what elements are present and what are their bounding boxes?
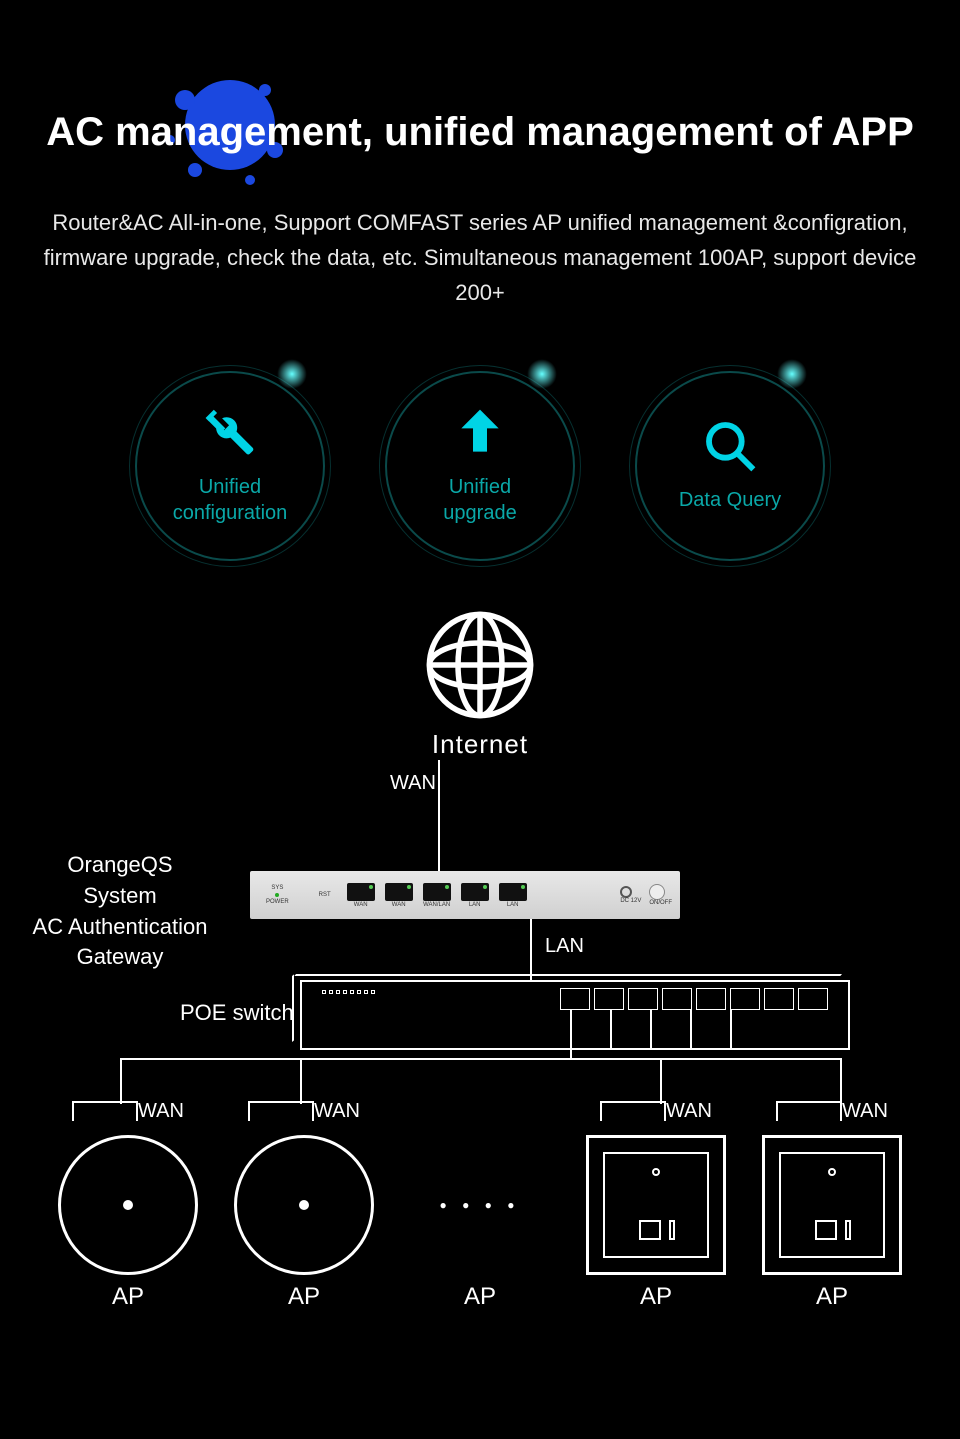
- globe-icon: [425, 610, 535, 720]
- feature-data-query: Data Query: [635, 371, 825, 561]
- poe-switch: [300, 980, 850, 1050]
- lan-label: LAN: [545, 935, 584, 958]
- gateway-side-label: OrangeQS System AC Authentication Gatewa…: [10, 850, 230, 973]
- connection-line: [690, 1010, 692, 1050]
- page-title: AC management, unified management of APP: [0, 110, 960, 155]
- wan-tag: WAN: [842, 1100, 888, 1123]
- wan-tag: WAN: [314, 1100, 360, 1123]
- ap-node: WAN AP: [586, 1100, 726, 1311]
- connection-line: [660, 1058, 662, 1104]
- ap-circle-icon: [58, 1135, 198, 1275]
- ap-square-icon: [762, 1135, 902, 1275]
- connection-line: [650, 1010, 652, 1050]
- wan-tag: WAN: [666, 1100, 712, 1123]
- network-diagram: Internet WAN OrangeQS System AC Authenti…: [0, 610, 960, 1439]
- feature-unified-config: Unified configuration: [135, 371, 325, 561]
- ap-label: AP: [410, 1283, 550, 1311]
- router-rst: RST: [319, 892, 331, 898]
- ap-label: AP: [58, 1283, 198, 1311]
- wan-tag: WAN: [138, 1100, 184, 1123]
- connection-line: [120, 1058, 122, 1104]
- router-device: SYS POWER RST WAN WAN WAN/LAN LAN LAN DC…: [250, 871, 680, 919]
- ap-label: AP: [762, 1283, 902, 1311]
- ap-label: AP: [234, 1283, 374, 1311]
- connection-line: [610, 1010, 612, 1050]
- ap-circle-icon: [234, 1135, 374, 1275]
- internet-label: Internet: [405, 729, 555, 760]
- router-led-sys: SYS POWER: [266, 885, 289, 905]
- connection-line: [730, 1010, 732, 1050]
- ap-node: WAN AP: [234, 1100, 374, 1311]
- connection-line: [120, 1058, 840, 1060]
- connection-line: [840, 1058, 842, 1104]
- feature-unified-upgrade: Unified upgrade: [385, 371, 575, 561]
- ap-node: WAN AP: [762, 1100, 902, 1311]
- ellipsis-icon: ● ● ● ●: [410, 1135, 550, 1275]
- connection-line: [570, 1010, 572, 1060]
- ap-node: WAN AP: [58, 1100, 198, 1311]
- ap-label: AP: [586, 1283, 726, 1311]
- router-right-controls: DC 12V ON/OFF: [620, 884, 672, 906]
- connection-line: [300, 1058, 302, 1104]
- poe-switch-label: POE switch: [180, 1000, 294, 1026]
- wan-tag: [477, 1100, 483, 1123]
- router-ports: WAN WAN WAN/LAN LAN LAN: [347, 883, 527, 908]
- header: AC management, unified management of APP…: [0, 0, 960, 311]
- ap-node: ● ● ● ● AP: [410, 1100, 550, 1311]
- ap-square-icon: [586, 1135, 726, 1275]
- feature-row: Unified configuration Unified upgrade Da…: [0, 371, 960, 561]
- connection-line: [530, 919, 532, 980]
- connection-line: [438, 760, 440, 871]
- wan-label: WAN: [390, 772, 436, 795]
- ap-row: WAN AP WAN AP ● ● ● ● AP WAN AP WAN AP: [0, 1100, 960, 1311]
- internet-node: Internet: [405, 610, 555, 760]
- page-subtitle: Router&AC All-in-one, Support COMFAST se…: [0, 205, 960, 311]
